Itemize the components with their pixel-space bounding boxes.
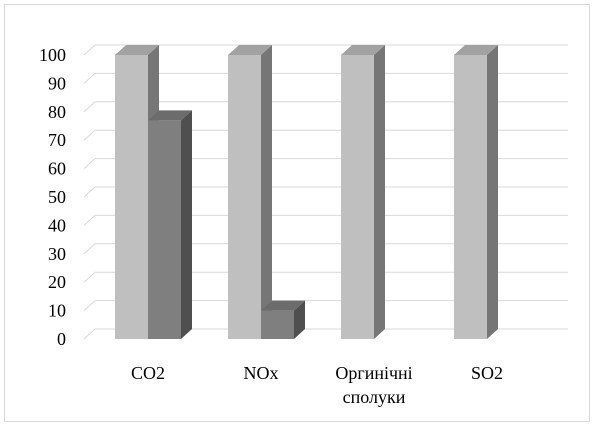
bar bbox=[228, 45, 272, 339]
gridlines bbox=[83, 44, 568, 340]
y-tick-label: 70 bbox=[48, 130, 66, 150]
y-axis-ticks: 0 10 20 30 40 50 60 70 80 90 100 bbox=[39, 45, 66, 349]
y-tick-label: 60 bbox=[48, 159, 66, 179]
gridline bbox=[83, 101, 568, 113]
x-category-label: SO2 bbox=[471, 363, 503, 383]
x-category-label: Оргинічні сполуки bbox=[335, 363, 412, 407]
gridline bbox=[83, 300, 568, 311]
bar bbox=[454, 45, 498, 339]
x-category-label: CO2 bbox=[131, 363, 165, 383]
y-tick-label: 80 bbox=[48, 102, 66, 122]
y-tick-label: 40 bbox=[48, 215, 66, 235]
bars bbox=[115, 45, 498, 339]
gridline bbox=[83, 129, 568, 141]
y-tick-label: 0 bbox=[57, 329, 66, 349]
y-tick-label: 100 bbox=[39, 45, 66, 65]
gridline bbox=[83, 243, 568, 255]
y-tick-label: 50 bbox=[48, 187, 66, 207]
gridline bbox=[83, 186, 568, 198]
bar bbox=[261, 300, 305, 339]
gridline bbox=[83, 158, 568, 169]
y-tick-label: 30 bbox=[48, 244, 66, 264]
x-axis-labels: CO2 NOx Оргинічні сполуки SO2 bbox=[131, 363, 503, 407]
gridline bbox=[83, 271, 568, 283]
x-category-label: NOx bbox=[244, 363, 279, 383]
gridline bbox=[83, 214, 568, 226]
y-tick-label: 20 bbox=[48, 272, 66, 292]
gridline bbox=[83, 328, 568, 340]
bar bbox=[148, 110, 192, 339]
y-tick-label: 10 bbox=[48, 301, 66, 321]
gridline bbox=[83, 44, 568, 56]
y-tick-label: 90 bbox=[48, 73, 66, 93]
bar bbox=[341, 45, 385, 339]
gridline bbox=[83, 72, 568, 84]
